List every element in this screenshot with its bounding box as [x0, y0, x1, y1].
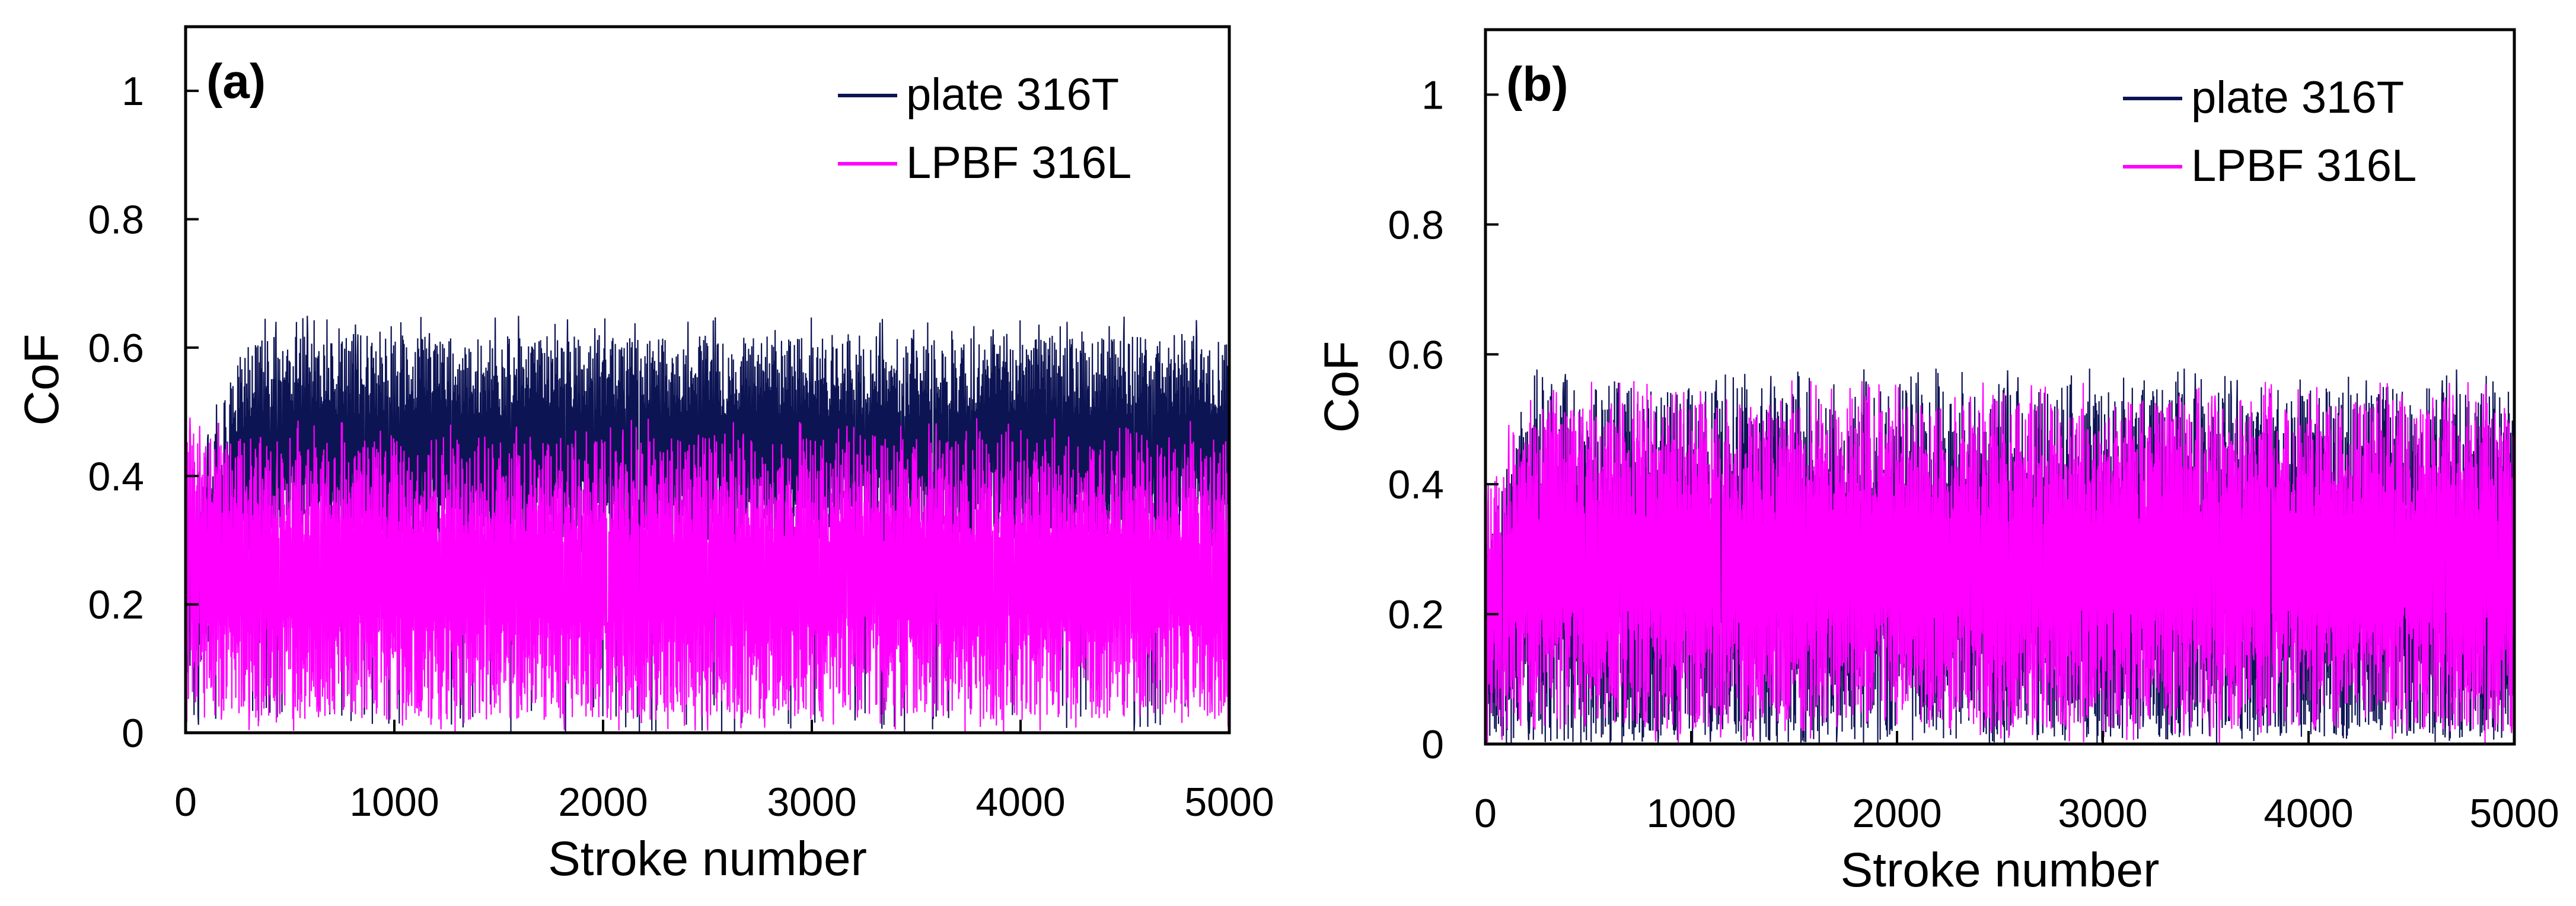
x-tick-label: 3000: [767, 780, 856, 825]
legend-label-plate-316T: plate 316T: [2191, 72, 2404, 123]
y-tick-label: 0.2: [88, 583, 144, 628]
x-tick-label: 4000: [2263, 791, 2353, 836]
series-line-lpbf-316l: [184, 417, 1230, 732]
legend-label-plate-316T: plate 316T: [906, 69, 1119, 120]
panel-b: 0 0.2 0.4 0.6 0.8 1 0 1000 2000 3000 4000 5000 (b)…: [1315, 28, 2559, 897]
series-line-lpbf-316l: [1484, 380, 2516, 744]
x-tick-label: 1000: [349, 780, 439, 825]
y-tick-label: 0.2: [1388, 592, 1444, 637]
panel-a-label: (a): [206, 55, 266, 109]
y-tick-label: 0.8: [88, 198, 144, 243]
y-tick-label: 1: [1421, 72, 1444, 117]
panel-a: 0 0.2 0.4 0.6 0.8 1 0 1000 2000 3000 4000 5000 (a)…: [15, 25, 1274, 886]
panel-a-x-axis-title: Stroke number: [548, 832, 867, 886]
y-tick-label: 0.6: [1388, 332, 1444, 377]
panel-a-y-axis-title: CoF: [15, 334, 69, 426]
panel-b-x-axis-title: Stroke number: [1841, 843, 2160, 897]
panel-a-y-ticks: 0 0.2 0.4 0.6 0.8 1: [88, 69, 199, 756]
panel-b-legend: plate 316T LPBF 316L: [2123, 72, 2416, 191]
x-tick-label: 5000: [2469, 791, 2559, 836]
x-tick-label: 2000: [558, 780, 648, 825]
panel-a-series: [184, 316, 1230, 733]
y-tick-label: 0.4: [88, 454, 144, 499]
x-tick-label: 0: [174, 780, 197, 825]
legend-label-lpbf-316L: LPBF 316L: [2191, 141, 2416, 191]
panel-b-y-axis-title: CoF: [1315, 341, 1369, 433]
x-tick-label: 2000: [1852, 791, 1941, 836]
panel-b-x-ticks: 0 1000 2000 3000 4000 5000: [1474, 731, 2559, 836]
x-tick-label: 3000: [2058, 791, 2147, 836]
x-tick-label: 5000: [1184, 780, 1274, 825]
panel-a-plot-frame: [184, 25, 1231, 735]
panel-b-series: [1484, 368, 2516, 744]
y-tick-label: 0.6: [88, 326, 144, 371]
x-tick-label: 1000: [1646, 791, 1736, 836]
y-tick-label: 0: [1421, 722, 1444, 767]
panel-b-label: (b): [1506, 58, 1568, 112]
panel-b-y-ticks: 0 0.2 0.4 0.6 0.8 1: [1388, 72, 1499, 767]
y-tick-label: 0: [122, 711, 144, 756]
y-tick-label: 1: [122, 69, 144, 114]
panel-a-legend: plate 316T LPBF 316L: [838, 69, 1131, 188]
x-tick-label: 4000: [975, 780, 1065, 825]
x-tick-label: 0: [1474, 791, 1497, 836]
y-tick-label: 0.8: [1388, 202, 1444, 247]
y-tick-label: 0.4: [1388, 462, 1444, 507]
panel-a-x-ticks: 0 1000 2000 3000 4000 5000: [174, 720, 1274, 825]
panel-b-plot-frame: [1484, 28, 2516, 746]
legend-label-lpbf-316L: LPBF 316L: [906, 138, 1131, 188]
